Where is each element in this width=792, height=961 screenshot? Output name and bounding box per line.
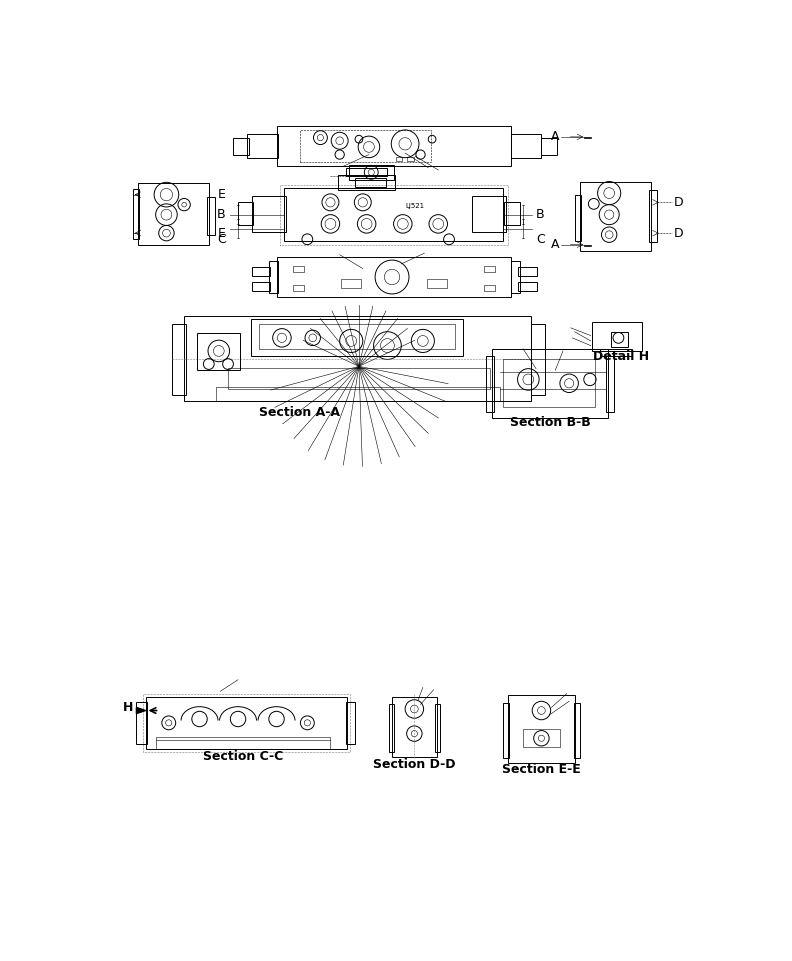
Text: H: H <box>123 701 133 714</box>
Bar <box>649 190 657 242</box>
Bar <box>216 387 500 401</box>
Bar <box>611 332 627 347</box>
Bar <box>276 126 512 166</box>
Bar <box>247 134 278 159</box>
Text: C: C <box>536 233 545 246</box>
Text: A: A <box>551 238 560 251</box>
Bar <box>138 184 209 245</box>
Text: Detail H: Detail H <box>592 350 649 363</box>
Text: Section D-D: Section D-D <box>373 758 455 771</box>
Text: Section A-A: Section A-A <box>259 407 340 419</box>
Bar <box>428 279 447 287</box>
Bar <box>485 284 495 291</box>
Bar <box>531 324 545 395</box>
Bar <box>252 282 270 291</box>
Text: Section B-B: Section B-B <box>509 416 590 429</box>
Bar <box>346 168 387 176</box>
Bar <box>435 704 440 752</box>
Bar <box>511 260 520 293</box>
Bar <box>518 282 537 291</box>
Bar <box>508 695 575 763</box>
Bar <box>146 697 348 749</box>
Bar <box>299 130 431 162</box>
Bar <box>485 266 495 272</box>
Bar <box>252 196 286 232</box>
Bar <box>276 257 512 297</box>
Text: B: B <box>536 209 545 221</box>
Bar <box>338 175 395 190</box>
Text: C: C <box>217 233 226 246</box>
Bar <box>486 357 493 411</box>
Bar <box>268 260 278 293</box>
Bar <box>251 319 463 357</box>
Bar <box>234 137 249 155</box>
Bar <box>600 349 632 357</box>
Text: E: E <box>218 227 226 239</box>
Bar <box>505 203 520 226</box>
Bar <box>575 195 581 241</box>
Bar <box>542 137 557 155</box>
Text: LJ521: LJ521 <box>406 203 425 209</box>
Bar <box>208 197 215 235</box>
Bar <box>523 729 560 748</box>
Text: Section E-E: Section E-E <box>502 762 581 776</box>
Bar <box>492 349 607 418</box>
Text: D: D <box>674 227 683 239</box>
Text: E: E <box>218 188 226 201</box>
Bar <box>396 157 402 160</box>
Bar <box>197 333 239 370</box>
Bar <box>133 189 139 239</box>
Bar <box>143 694 350 752</box>
Bar <box>389 704 394 752</box>
Bar <box>294 266 304 272</box>
Bar <box>355 178 386 187</box>
Bar <box>349 164 394 180</box>
Bar <box>259 324 455 349</box>
Bar <box>518 267 537 276</box>
Bar <box>606 357 614 411</box>
Bar <box>503 702 509 758</box>
Bar <box>346 702 355 744</box>
Bar <box>592 322 642 351</box>
Bar <box>472 196 506 232</box>
Bar <box>284 188 503 241</box>
Bar <box>294 284 304 291</box>
Bar <box>280 185 508 245</box>
Text: Section C-C: Section C-C <box>204 751 284 763</box>
Text: D: D <box>674 196 683 209</box>
Bar <box>136 702 147 744</box>
Bar <box>580 182 651 251</box>
Text: B: B <box>217 209 226 221</box>
Bar <box>238 203 253 226</box>
Polygon shape <box>136 707 146 714</box>
Bar <box>341 279 361 287</box>
Bar <box>228 368 489 389</box>
Bar <box>184 316 531 401</box>
Bar <box>511 134 542 159</box>
Bar <box>573 702 580 758</box>
Bar <box>407 157 413 160</box>
Bar <box>157 737 330 749</box>
Bar <box>392 697 436 756</box>
Bar <box>503 359 596 407</box>
Bar <box>172 324 185 395</box>
Text: A: A <box>551 131 560 143</box>
Bar <box>252 267 270 276</box>
